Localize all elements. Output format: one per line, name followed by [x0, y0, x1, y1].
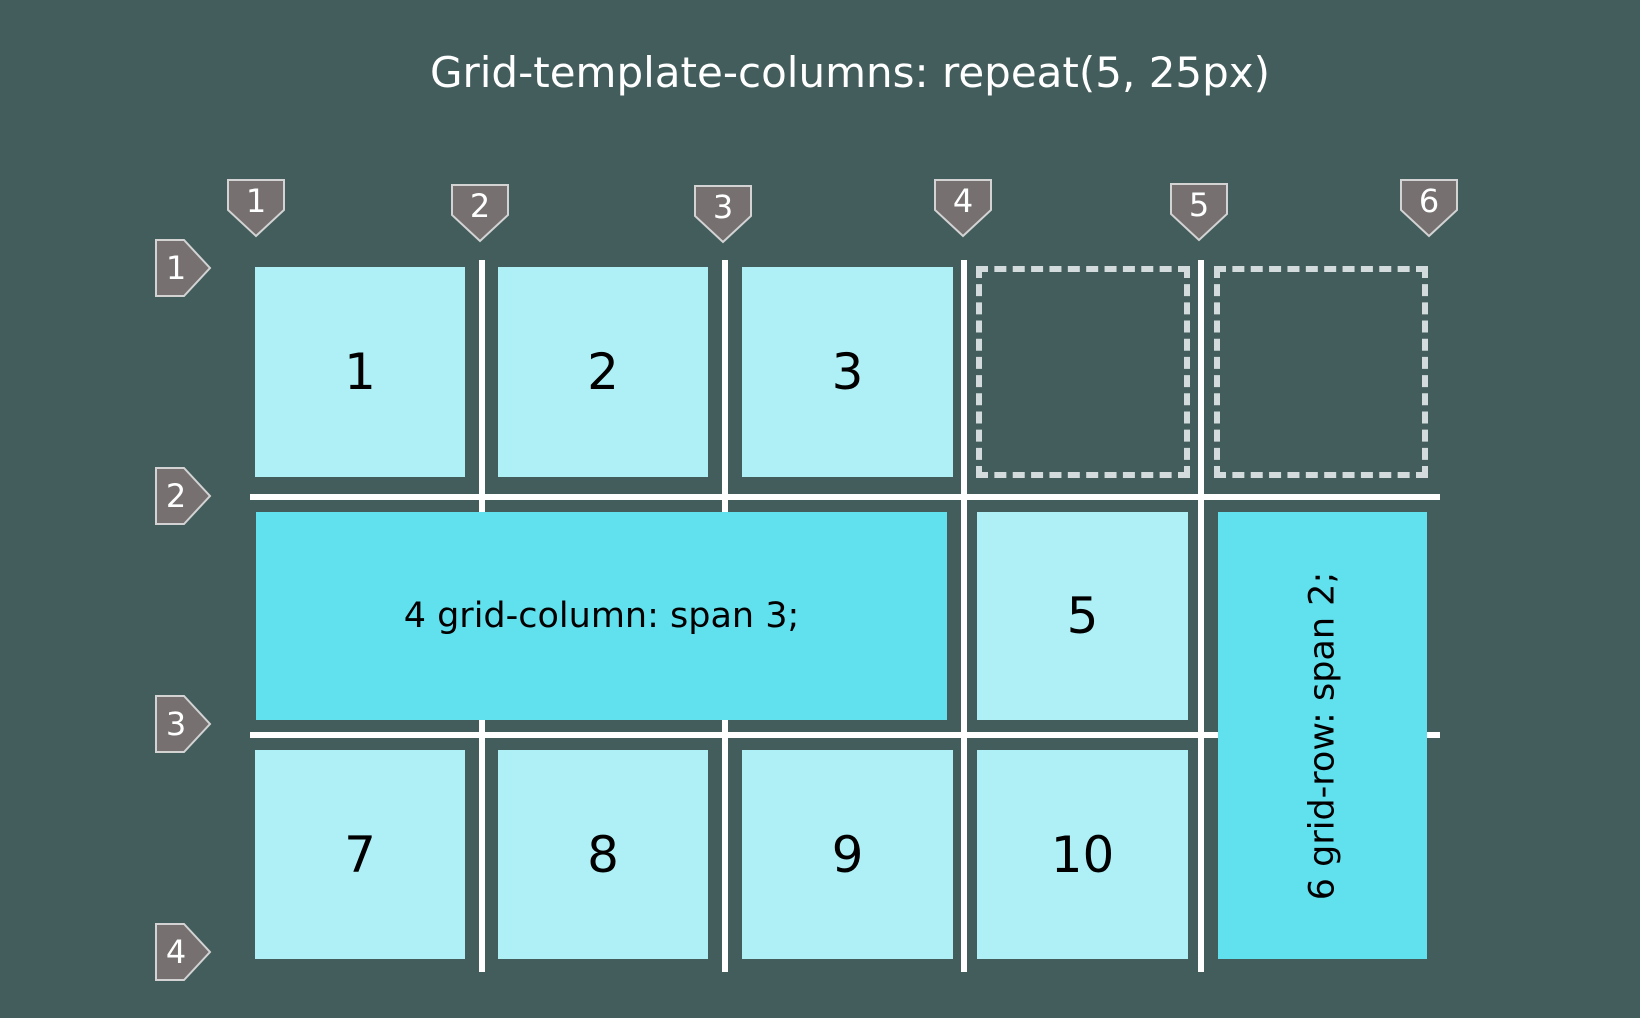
grid-item-label: 1 [344, 343, 376, 401]
row-line-number: 2 [166, 477, 186, 515]
row-line-marker-1: 1 [155, 239, 212, 297]
grid-item-9: 9 [742, 750, 953, 959]
grid-item-10: 10 [977, 750, 1188, 959]
grid-line-row-2 [250, 494, 1440, 500]
column-line-number: 4 [953, 182, 973, 220]
row-line-number: 1 [166, 249, 186, 287]
grid-item-label: 5 [1066, 587, 1099, 645]
grid-item-3: 3 [742, 267, 953, 477]
grid-item-label: 8 [587, 825, 619, 884]
column-line-marker-4: 4 [934, 179, 992, 238]
row-line-number: 3 [166, 705, 186, 743]
grid-item-label: 4 grid-column: span 3; [403, 596, 800, 636]
diagram-title: Grid-template-columns: repeat(5, 25px) [429, 48, 1271, 97]
grid-item-6-span-rows: 6 grid-row: span 2; [1218, 512, 1427, 959]
grid-item-label: 2 [587, 343, 619, 401]
column-line-marker-5: 5 [1170, 183, 1228, 242]
grid-item-5: 5 [977, 512, 1188, 720]
column-line-marker-2: 2 [451, 184, 509, 243]
grid-item-7: 7 [255, 750, 465, 959]
column-line-number: 3 [713, 188, 733, 226]
grid-line-column-4 [961, 260, 967, 972]
grid-item-label: 10 [1050, 825, 1115, 884]
row-line-marker-3: 3 [155, 695, 212, 753]
grid-item-1: 1 [255, 267, 465, 477]
column-line-marker-6: 6 [1400, 179, 1458, 238]
column-line-marker-1: 1 [227, 179, 285, 238]
grid-item-label: 7 [344, 825, 376, 884]
row-line-marker-2: 2 [155, 467, 212, 525]
grid-item-2: 2 [498, 267, 708, 477]
column-line-number: 2 [470, 187, 490, 225]
column-line-number: 6 [1419, 182, 1439, 220]
row-line-marker-4: 4 [155, 923, 212, 981]
grid-line-column-5 [1198, 260, 1204, 972]
empty-cell-row1-col5 [1214, 266, 1428, 478]
row-line-number: 4 [166, 933, 186, 971]
empty-cell-row1-col4 [976, 266, 1190, 478]
grid-item-label: 9 [831, 825, 864, 884]
column-line-number: 5 [1189, 186, 1209, 224]
grid-item-4-span-columns: 4 grid-column: span 3; [256, 512, 947, 720]
grid-item-label: 3 [831, 343, 864, 401]
column-line-number: 1 [246, 182, 266, 220]
grid-line-row-3 [250, 732, 1440, 738]
column-line-marker-3: 3 [694, 185, 752, 244]
grid-item-8: 8 [498, 750, 708, 959]
